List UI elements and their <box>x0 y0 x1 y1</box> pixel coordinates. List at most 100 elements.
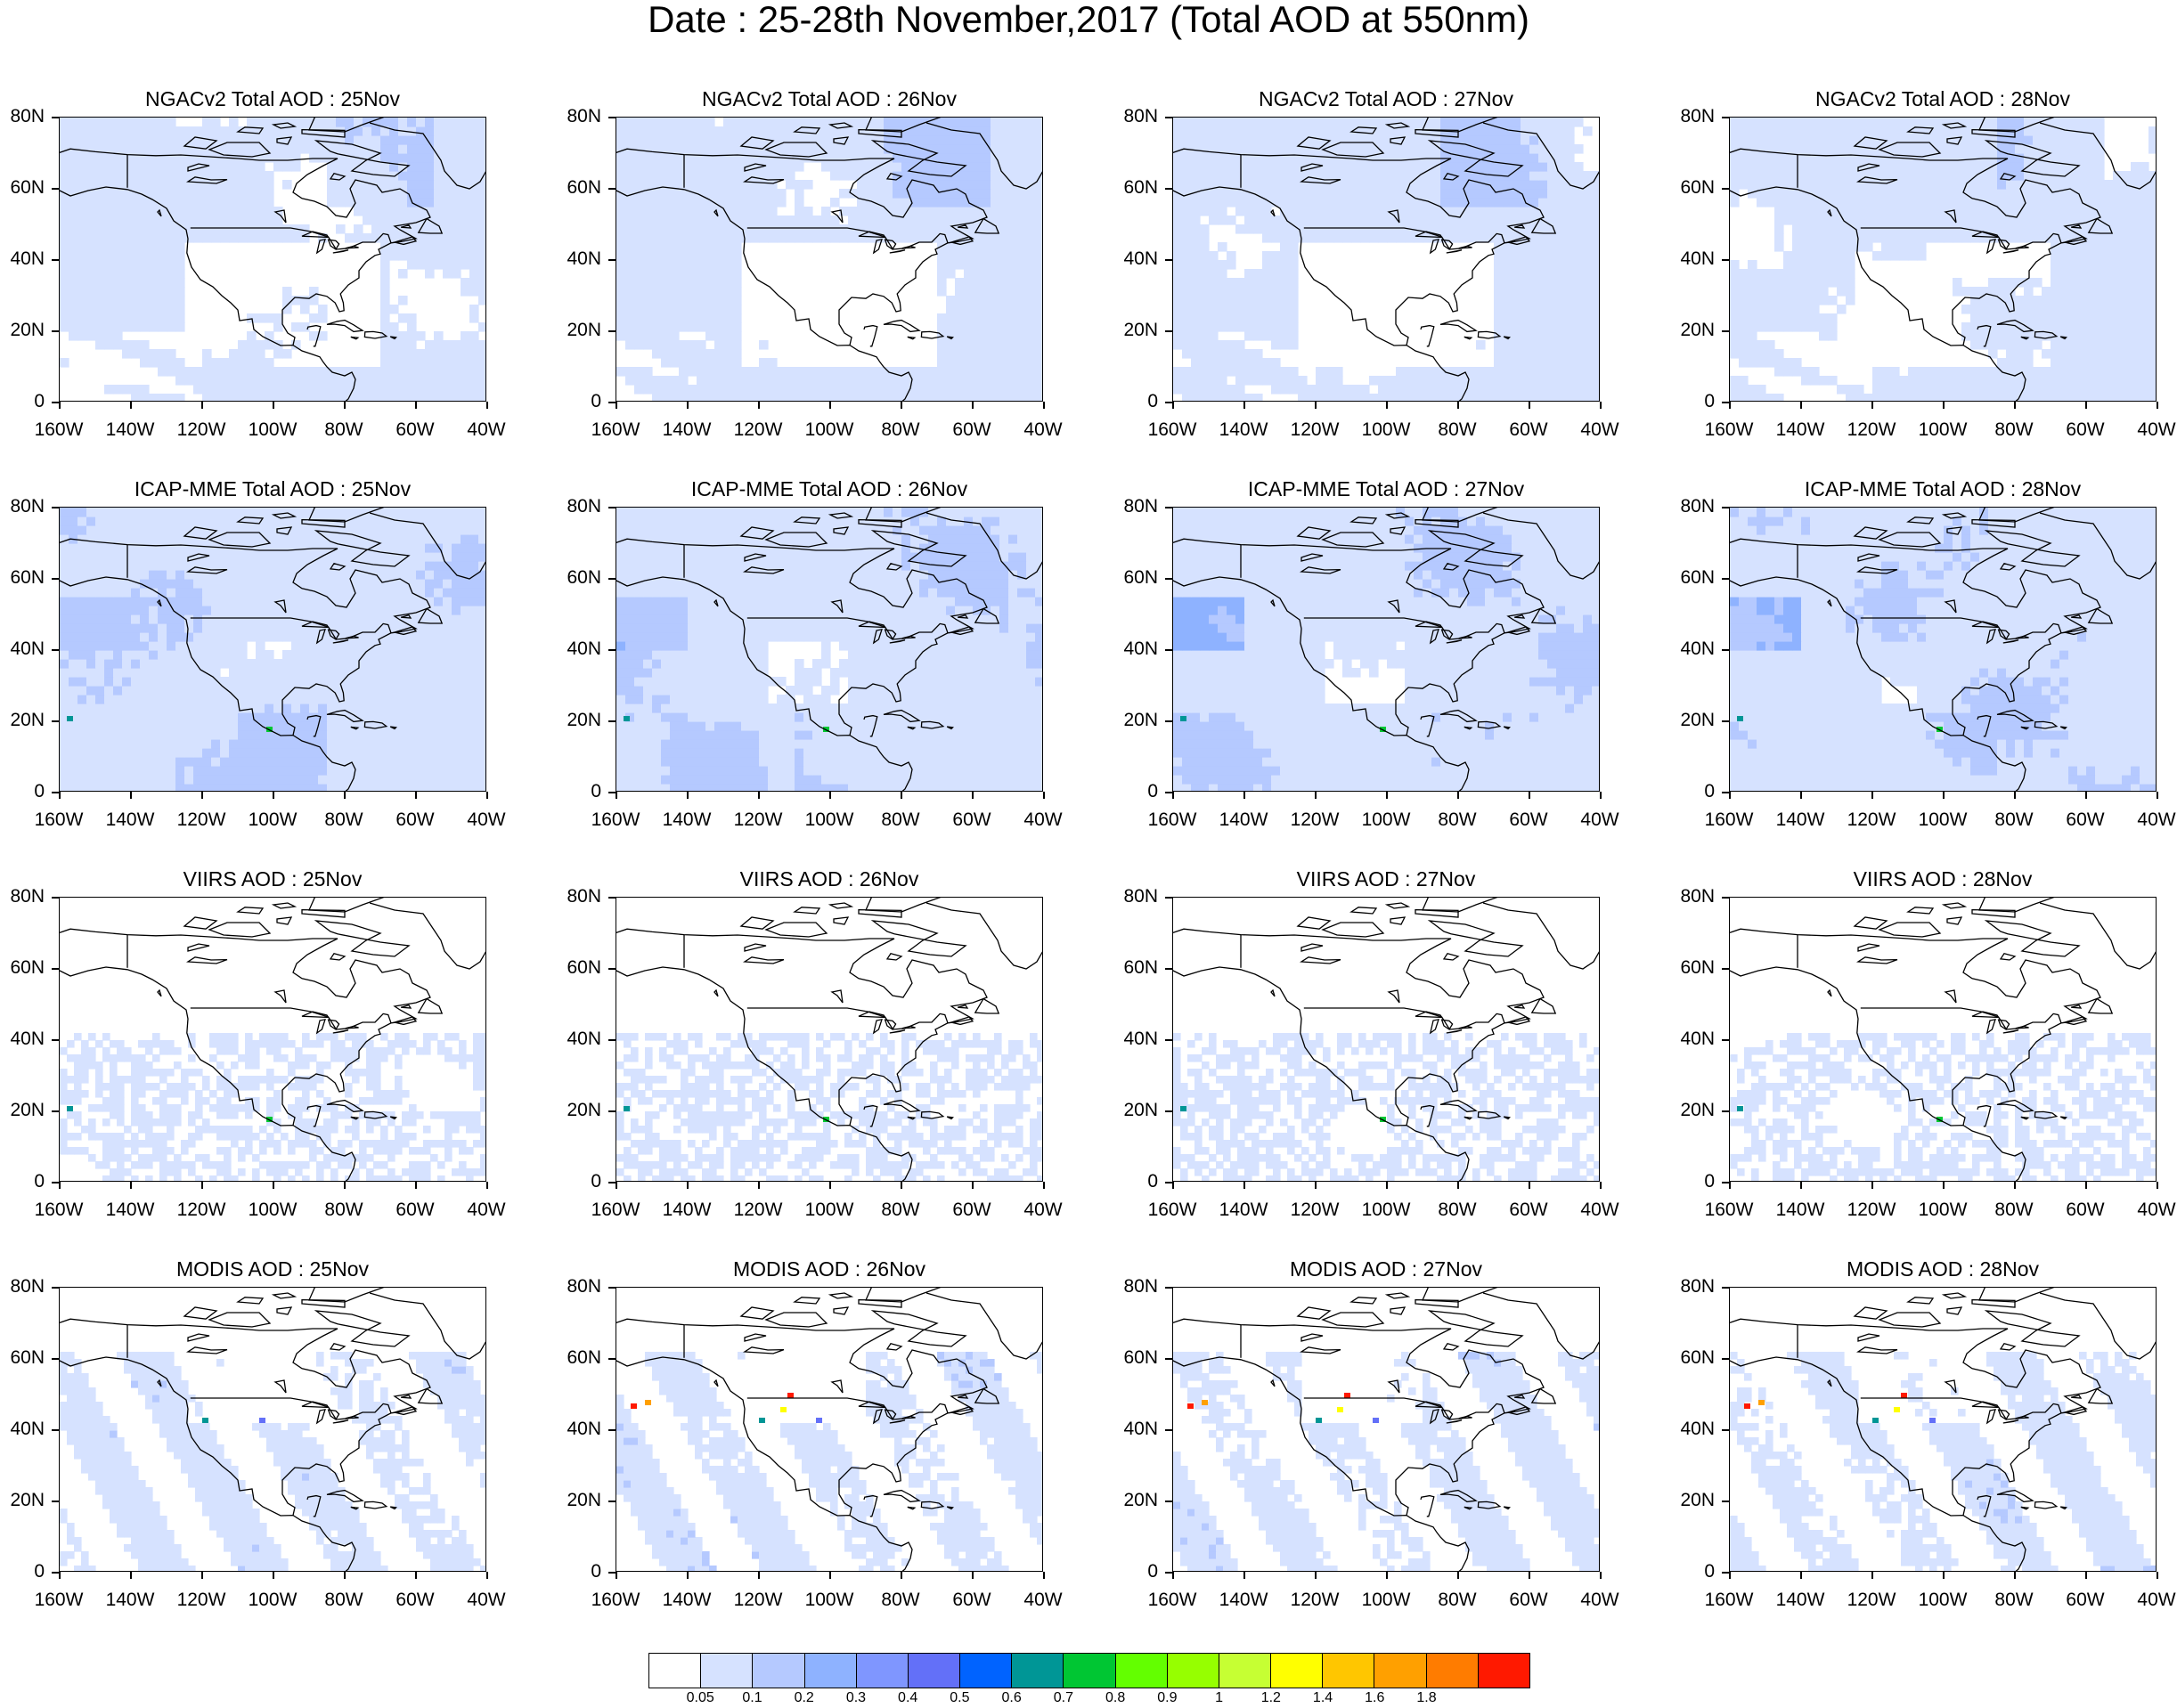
lat-tick <box>608 649 616 651</box>
coastlines <box>1173 898 1599 1181</box>
lon-tick <box>59 402 61 409</box>
lat-tick <box>1165 402 1172 403</box>
lat-tick <box>52 1182 59 1183</box>
lat-label: 40N <box>567 1419 601 1439</box>
lon-label: 80W <box>324 1200 363 1220</box>
map-area <box>1729 1287 2157 1572</box>
lat-tick <box>608 1572 616 1574</box>
lon-tick <box>972 1572 974 1579</box>
lat-label: 60N <box>10 567 45 588</box>
lon-label: 80W <box>324 1590 363 1610</box>
lon-label: 140W <box>1219 809 1268 830</box>
colorbar <box>648 1653 1530 1688</box>
lon-label: 160W <box>591 419 640 440</box>
lon-tick <box>2157 1572 2158 1579</box>
colorbar-label: 0.3 <box>845 1690 867 1705</box>
lat-label: 60N <box>10 177 45 198</box>
lon-label: 140W <box>105 419 155 440</box>
lat-tick <box>1722 1429 1729 1431</box>
colorbar-label: 1.6 <box>1365 1690 1385 1705</box>
panel-title: VIIRS AOD : 27Nov <box>1296 867 1476 891</box>
lon-tick <box>2157 1182 2158 1189</box>
map-svg <box>1730 508 2156 791</box>
lat-tick <box>608 117 616 118</box>
lat-tick <box>1165 1039 1172 1041</box>
lon-label: 40W <box>2137 419 2176 440</box>
lon-label: 80W <box>1438 809 1477 830</box>
lat-label: 40N <box>1680 1419 1715 1439</box>
lon-label: 40W <box>1023 1200 1063 1220</box>
lat-tick <box>52 1572 59 1574</box>
lat-tick <box>52 507 59 508</box>
lon-tick <box>616 1572 617 1579</box>
lat-tick <box>52 897 59 899</box>
lat-label: 20N <box>10 1100 45 1120</box>
lon-label: 40W <box>1580 419 1619 440</box>
lat-label: 60N <box>1680 957 1715 978</box>
lat-tick <box>608 330 616 332</box>
lon-label: 120W <box>1290 419 1340 440</box>
lat-label: 80N <box>10 496 45 516</box>
lat-label: 40N <box>1680 248 1715 269</box>
lat-label: 20N <box>1680 1100 1715 1120</box>
lat-tick <box>1722 1182 1729 1183</box>
lat-tick <box>52 720 59 722</box>
lat-label: 60N <box>567 1347 601 1368</box>
lon-tick <box>2014 402 2016 409</box>
lon-tick <box>1943 1572 1945 1579</box>
map-svg <box>1730 1288 2156 1571</box>
lon-label: 100W <box>1918 1590 1968 1610</box>
lon-tick <box>1600 402 1602 409</box>
lon-tick <box>1315 1572 1317 1579</box>
lat-label: 20N <box>567 710 601 730</box>
map-svg <box>1730 898 2156 1181</box>
lon-tick <box>1800 792 1802 799</box>
lon-label: 120W <box>1847 419 1896 440</box>
lat-label: 20N <box>10 1490 45 1510</box>
coastlines <box>60 508 485 791</box>
colorbar-label: 0.8 <box>1105 1690 1126 1705</box>
lon-tick <box>1529 1572 1530 1579</box>
lat-tick <box>52 1429 59 1431</box>
lon-label: 120W <box>176 1590 226 1610</box>
lon-label: 40W <box>467 1590 506 1610</box>
aod-field <box>1173 1352 1599 1571</box>
lon-label: 60W <box>395 419 435 440</box>
lat-tick <box>608 968 616 970</box>
lat-label: 60N <box>1123 567 1158 588</box>
lon-label: 120W <box>176 419 226 440</box>
lat-tick <box>1722 897 1729 899</box>
lat-tick <box>52 578 59 580</box>
lat-tick <box>608 792 616 793</box>
lon-tick <box>758 792 760 799</box>
lat-tick <box>1165 720 1172 722</box>
lat-label: 40N <box>1680 638 1715 659</box>
colorbar-label: 0.05 <box>686 1690 714 1705</box>
lon-tick <box>201 1182 203 1189</box>
lat-label: 80N <box>567 496 601 516</box>
lon-label: 160W <box>591 1200 640 1220</box>
map-svg <box>1173 898 1599 1181</box>
coastlines <box>1730 1288 2156 1571</box>
lon-label: 40W <box>2137 809 2176 830</box>
panel-title: MODIS AOD : 25Nov <box>175 1257 369 1281</box>
lon-label: 80W <box>881 809 920 830</box>
lat-label: 80N <box>1123 886 1158 907</box>
lon-label: 120W <box>176 809 226 830</box>
lat-label: 20N <box>567 320 601 340</box>
lat-label: 80N <box>567 886 601 907</box>
lon-label: 80W <box>1438 1590 1477 1610</box>
colorbar-box <box>856 1654 909 1688</box>
colorbar-box <box>804 1654 857 1688</box>
lon-label: 100W <box>1918 419 1968 440</box>
lon-label: 100W <box>1361 1200 1411 1220</box>
lat-tick <box>608 1110 616 1112</box>
map-panel: MODIS AOD : 25Nov 80N 60N 40N 20N 0 160W 140W 12… <box>0 1257 552 1631</box>
lat-label: 80N <box>1680 886 1715 907</box>
lon-label: 100W <box>804 419 854 440</box>
map-panel: NGACv2 Total AOD : 28Nov 80N 60N 40N 20N 0 160… <box>1670 87 2177 461</box>
lon-label: 160W <box>591 1590 640 1610</box>
map-panel: MODIS AOD : 28Nov 80N 60N 40N 20N 0 160W 140W 12… <box>1670 1257 2177 1631</box>
lon-label: 120W <box>176 1200 226 1220</box>
aod-field <box>60 118 485 401</box>
